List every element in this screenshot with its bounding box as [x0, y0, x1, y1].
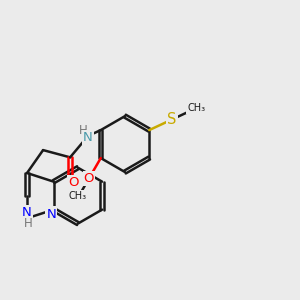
Text: N: N — [46, 208, 56, 220]
Text: N: N — [22, 206, 32, 220]
Text: O: O — [68, 176, 78, 189]
Text: CH₃: CH₃ — [187, 103, 206, 113]
Text: H: H — [78, 124, 87, 137]
Text: CH₃: CH₃ — [68, 191, 87, 201]
Text: S: S — [167, 112, 177, 127]
Text: N: N — [83, 131, 93, 144]
Text: H: H — [23, 217, 32, 230]
Text: O: O — [84, 172, 94, 185]
